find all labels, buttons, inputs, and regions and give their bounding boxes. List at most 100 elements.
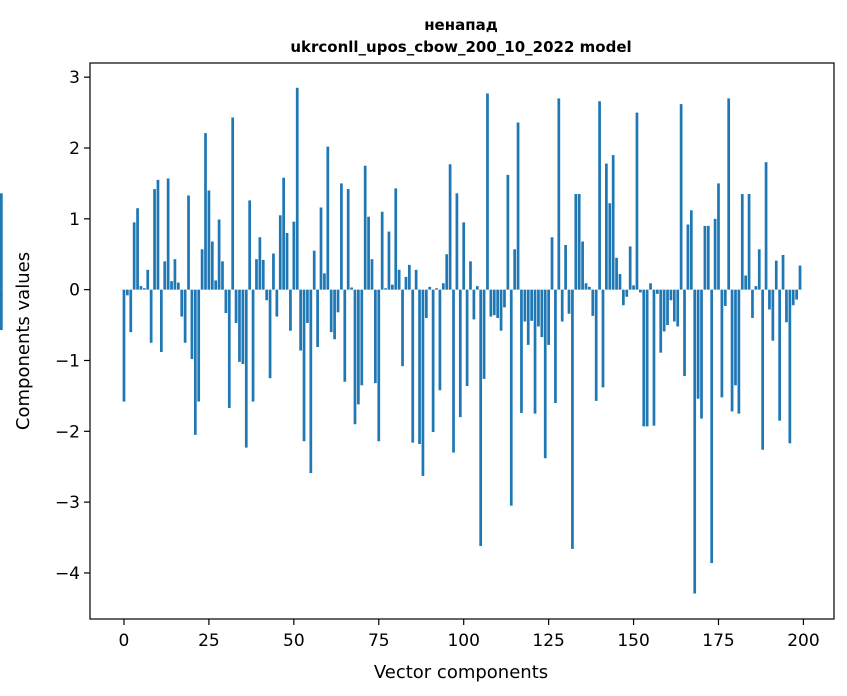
bar-193 [778,289,781,421]
bar-10 [156,179,160,290]
bar-50 [292,221,296,290]
bar-80 [394,188,398,290]
y-tick-label: 0 [69,281,80,301]
y-tick-label: 2 [69,139,80,159]
y-axis: 3 2 1 0 −1 −2 −3 −4 [55,68,90,584]
plot-frame [89,62,835,620]
bar-37 [248,200,252,290]
bar-40 [258,237,262,290]
bar-88 [421,289,425,476]
bar-149 [628,246,632,290]
bar-178 [727,98,731,290]
bar-53 [302,289,306,442]
bar-65 [343,289,347,382]
bar-134 [577,194,581,290]
bar-181 [737,289,741,414]
y-axis-label: Components values [13,252,34,430]
bar-24 [204,133,207,290]
bar-171 [703,225,707,290]
bar-148 [625,289,629,297]
bar-82 [401,289,404,367]
bar-169 [696,289,700,399]
bar-100 [462,222,466,290]
bar-172 [706,225,710,290]
bar-151 [635,112,639,290]
bar-18 [183,289,187,343]
bar-96 [448,164,452,290]
bar-98 [455,193,459,290]
bar-189 [764,162,768,290]
bar-135 [581,241,584,290]
bar-188 [761,289,765,450]
bar-69 [357,289,360,405]
bar-84 [407,264,411,290]
bar-1 [126,289,129,296]
bar-19 [187,195,190,290]
bar-49 [289,289,292,331]
bar-192 [774,260,778,290]
bar-166 [686,224,690,290]
bar-157 [655,289,659,294]
bar-184 [747,194,751,290]
bar-undefined [0,289,3,331]
bar-128 [557,98,561,290]
bar-43 [268,289,272,379]
bar-182 [740,194,744,290]
bar-124 [543,289,547,459]
bar-108 [489,289,493,317]
bar-168 [693,289,697,594]
bar-131 [567,289,571,314]
bar-74 [374,289,377,384]
bar-141 [601,289,605,388]
bar-13 [166,178,170,290]
bar-64 [340,183,343,290]
bar-85 [411,289,415,443]
bar-170 [700,289,703,419]
bar-75 [377,289,381,442]
bar-183 [744,275,748,290]
x-axis: 0 25 50 75 100 125 150 175 200 [119,619,820,651]
chart-subtitle: ukrconll_upos_cbow_200_10_2022 model [290,38,631,56]
bar-undefined [0,193,3,290]
bar-77 [384,288,387,290]
bar-103 [472,289,476,320]
bar-61 [329,289,333,333]
bar-46 [278,215,282,290]
bar-16 [176,282,180,290]
bar-33 [234,289,238,323]
bar-8 [149,289,153,343]
y-tick-label: −2 [55,422,80,442]
bar-154 [645,289,649,427]
bar-142 [605,163,608,290]
bar-174 [713,218,717,290]
bar-159 [662,289,666,332]
bar-175 [717,183,720,290]
bar-120 [530,289,533,321]
bar-36 [244,289,248,448]
bar-102 [469,261,472,290]
bar-21 [193,289,197,435]
bar-195 [785,289,788,323]
bar-66 [346,189,350,290]
bar-7 [146,269,150,290]
x-tick-label: 100 [447,631,479,651]
bar-92 [435,288,438,290]
bar-137 [588,286,591,290]
bar-72 [367,216,370,290]
bar-138 [591,289,595,316]
y-tick-label: −3 [55,493,80,513]
bar-101 [465,289,469,386]
bar-93 [438,289,442,391]
bar-112 [503,289,506,308]
bar-6 [143,288,146,290]
bar-199 [798,265,802,290]
bar-3 [132,222,136,290]
bar-91 [431,289,435,433]
bar-99 [458,289,462,418]
bar-83 [404,276,408,290]
bar-89 [424,289,428,318]
bar-67 [350,287,353,290]
bar-48 [285,232,289,290]
bar-31 [227,289,231,408]
